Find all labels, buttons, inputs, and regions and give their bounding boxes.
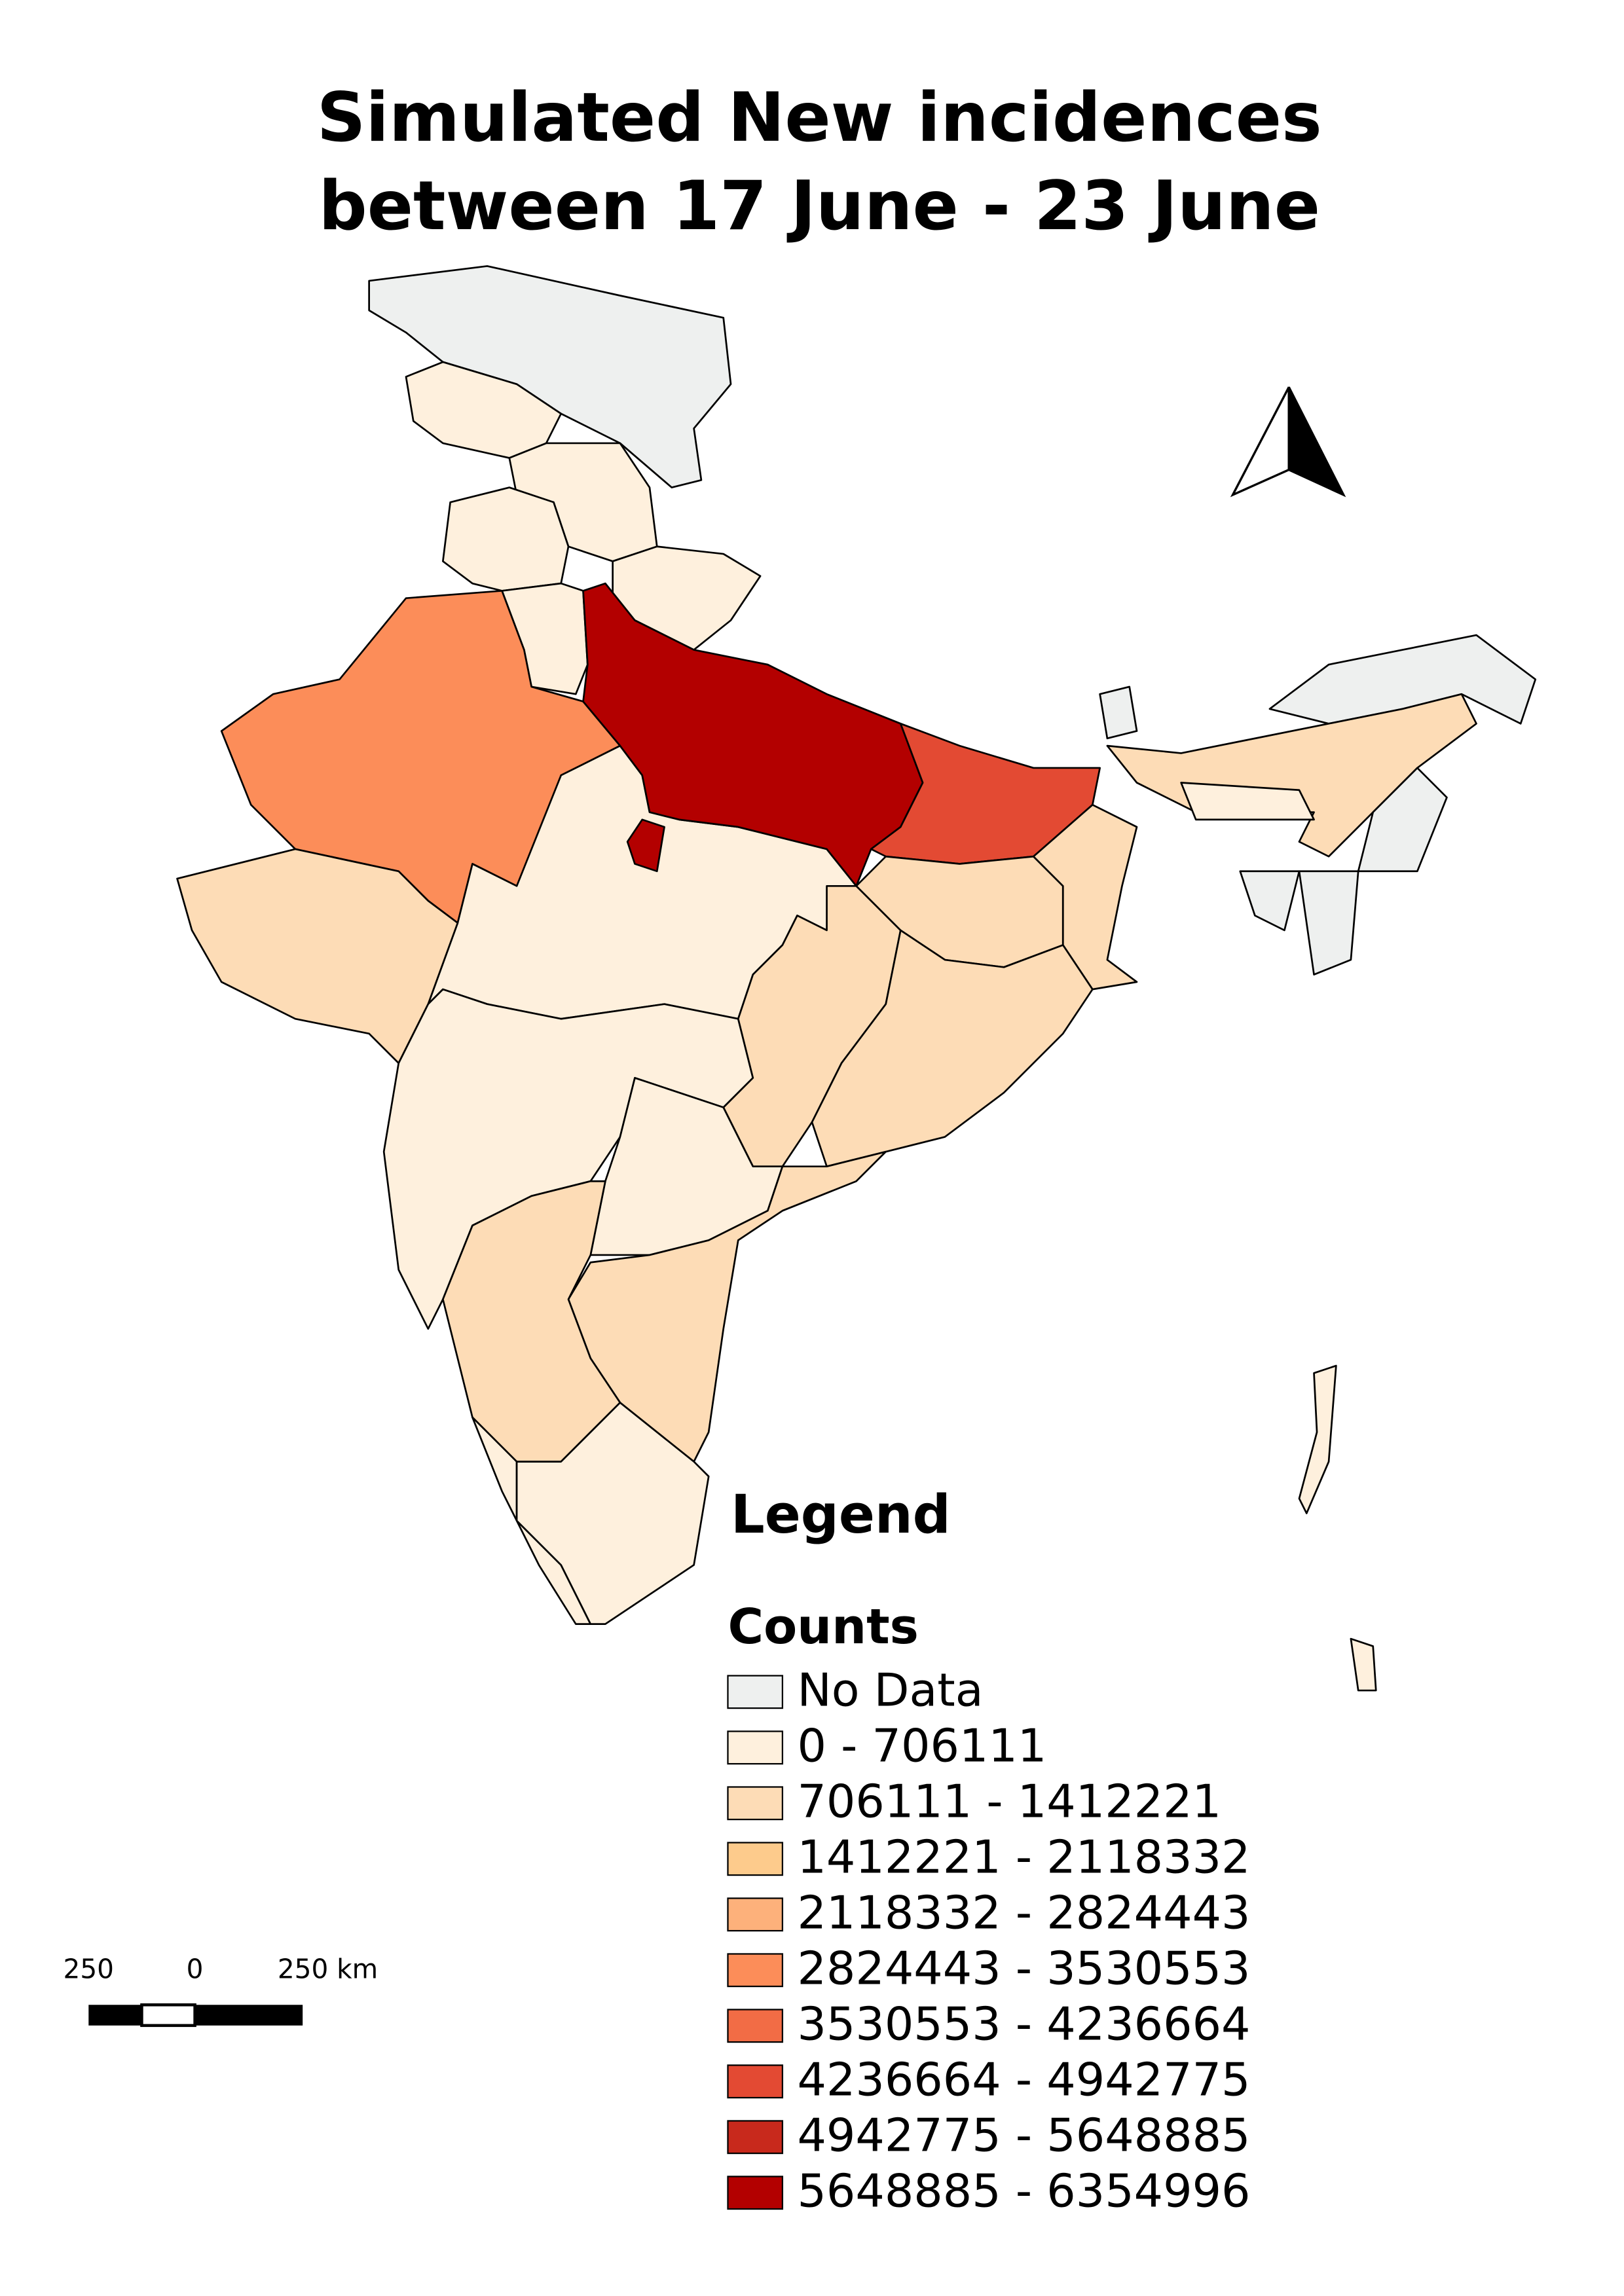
legend-label: 706111 - 1412221 [797, 1776, 1221, 1829]
region [582, 582, 924, 887]
legend-swatch [727, 2120, 784, 2155]
scale-bar: 250 0 250 km [64, 1954, 378, 2028]
legend-swatch [727, 1675, 784, 1709]
region [1180, 782, 1315, 821]
legend-swatch [727, 1786, 784, 1821]
region [1350, 1637, 1377, 1692]
scale-label: 250 km [278, 1954, 378, 1985]
legend-swatch [727, 2009, 784, 2043]
legend-title: Legend [731, 1484, 951, 1546]
region [1032, 803, 1138, 991]
legend-label: 5648885 - 6354996 [797, 2165, 1250, 2218]
region [442, 486, 570, 592]
legend-swatch [727, 1842, 784, 1876]
legend-subtitle: Counts [728, 1598, 918, 1655]
title-line: between 17 June - 23 June [318, 167, 1320, 246]
legend-swatch [727, 2064, 784, 2099]
region [1298, 1364, 1337, 1514]
region [1357, 767, 1448, 873]
region [515, 1402, 710, 1625]
legend-label: 2824443 - 3530553 [797, 1942, 1250, 1995]
title-line: Simulated New incidences [317, 79, 1322, 157]
legend-label: No Data [797, 1664, 983, 1717]
region [1239, 870, 1301, 932]
regions [176, 265, 1537, 1692]
legend-label: 3530553 - 4236664 [797, 1998, 1250, 2051]
legend-label: 4942775 - 5648885 [797, 2109, 1250, 2162]
scale-label: 0 [187, 1954, 204, 1985]
legend-label: 2118332 - 2824443 [797, 1887, 1250, 1940]
region [811, 929, 1094, 1168]
legend-label: 4236664 - 4942775 [797, 2054, 1250, 2107]
region [626, 818, 665, 873]
legend-swatch [727, 2176, 784, 2210]
legend-label: 0 - 706111 [797, 1720, 1046, 1773]
legend-swatch [727, 1730, 784, 1765]
region [1298, 870, 1359, 975]
legend-label: 1412221 - 2118332 [797, 1831, 1250, 1884]
region [368, 265, 732, 488]
north-arrow [1230, 386, 1346, 498]
legend-swatch [727, 1897, 784, 1932]
legend-swatch [727, 1953, 784, 1988]
region [1099, 685, 1138, 740]
scale-label: 250 [64, 1954, 114, 1985]
